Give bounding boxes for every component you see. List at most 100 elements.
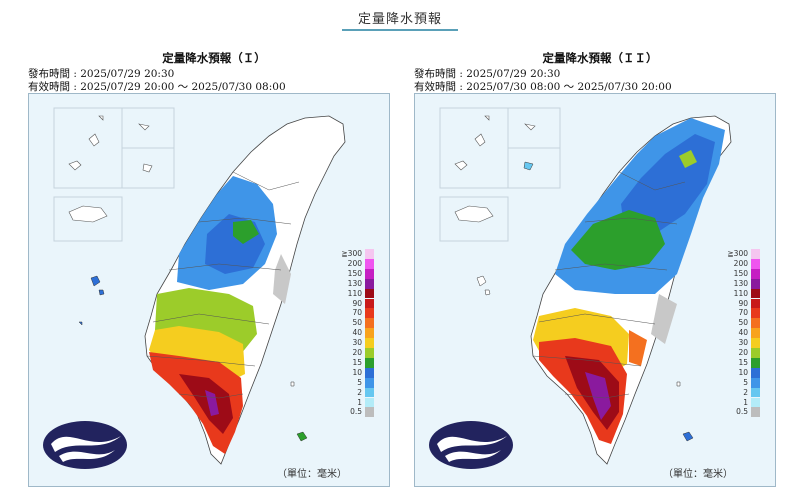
zone-15mm — [571, 210, 665, 270]
inset-boxes — [439, 107, 561, 242]
legend-swatch — [751, 288, 760, 299]
legend-label: 50 — [352, 318, 362, 328]
legend-label: 150 — [347, 268, 362, 278]
rainfall-map: ≧300 200 150 130 110 90 70 50 40 30 20 15 10 5 2 1 0.5 （… — [28, 93, 390, 487]
legend-swatch — [365, 357, 374, 368]
legend-swatch — [365, 298, 374, 309]
legend-swatch — [751, 357, 760, 368]
forecast-panel-2: 定量降水預報（ＩＩ） 發布時間 : 2025/07/29 20:30 有效時間 … — [414, 42, 786, 487]
legend-label: 70 — [738, 308, 748, 318]
county-borders — [532, 171, 686, 399]
legend-label: 20 — [352, 348, 362, 357]
legend-label: ≧300 — [341, 249, 362, 258]
legend-label: 30 — [352, 338, 362, 348]
matsu-island — [523, 161, 534, 171]
inset-islands — [454, 115, 536, 223]
lanyu-island — [296, 431, 308, 442]
cwa-logo — [429, 421, 513, 469]
panel-title: 定量降水預報（ＩＩ） — [542, 51, 658, 65]
panel-title: 定量降水預報（Ｉ） — [162, 51, 266, 65]
legend-swatch — [751, 328, 760, 339]
valid-time: 有效時間 : 2025/07/30 08:00 ～ 2025/07/30 20:… — [414, 81, 672, 93]
legend-swatch — [365, 268, 374, 279]
unit-label: （單位：毫米） — [277, 469, 347, 480]
legend-swatch — [751, 377, 760, 388]
county-borders — [146, 171, 300, 399]
legend-swatch — [365, 338, 374, 348]
legend-swatch — [751, 268, 760, 279]
legend-label: 1 — [357, 397, 362, 407]
penghu-islands — [476, 275, 491, 296]
green-island — [290, 381, 295, 387]
taiwan-land — [144, 115, 346, 465]
legend-label: 70 — [352, 308, 362, 318]
legend-label: 5 — [743, 377, 748, 387]
legend-swatch — [365, 397, 374, 408]
legend-swatch — [751, 397, 760, 408]
legend-label: ≧300 — [727, 249, 748, 258]
legend-swatch — [365, 278, 374, 289]
legend-swatch — [751, 318, 760, 329]
legend-swatch — [751, 407, 760, 418]
penghu-islands — [78, 275, 105, 326]
issue-time: 發布時間 : 2025/07/29 20:30 — [414, 68, 561, 80]
legend-label: 0.5 — [736, 407, 748, 417]
legend-swatch — [365, 258, 374, 269]
zone-110mm — [179, 374, 233, 434]
legend-label: 200 — [733, 258, 748, 268]
zone-130mm — [205, 390, 219, 416]
issue-time: 發布時間 : 2025/07/29 20:30 — [28, 68, 175, 80]
legend-label: 30 — [738, 338, 748, 348]
zone-20mm — [679, 150, 697, 168]
legend-label: 2 — [357, 387, 362, 397]
legend-label: 40 — [352, 328, 362, 338]
legend-swatch — [365, 348, 374, 358]
legend-swatch — [751, 348, 760, 358]
taiwan-rain-map — [43, 107, 346, 469]
legend-label: 10 — [352, 367, 362, 377]
inset-boxes — [53, 107, 175, 242]
zone-low — [273, 254, 291, 304]
forecast-panel-1: 定量降水預報（Ｉ） 發布時間 : 2025/07/29 20:30 有效時間 :… — [28, 42, 400, 487]
legend-label: 20 — [738, 348, 748, 357]
legend-swatch — [365, 308, 374, 319]
lanyu-island — [682, 431, 694, 442]
legend-swatch — [365, 407, 374, 418]
legend-label: 0.5 — [350, 407, 362, 417]
legend-label: 2 — [743, 387, 748, 397]
title-underline — [342, 29, 458, 31]
legend-label: 90 — [352, 298, 362, 308]
legend-label: 130 — [733, 278, 748, 288]
legend-label: 150 — [733, 268, 748, 278]
page-title: 定量降水預報 — [357, 12, 442, 27]
legend-label: 50 — [738, 318, 748, 328]
legend-label: 15 — [738, 357, 748, 367]
legend-swatch — [751, 258, 760, 269]
legend-swatch — [751, 367, 760, 378]
inset-islands — [68, 115, 153, 223]
legend-swatch — [365, 328, 374, 339]
legend-label: 110 — [733, 288, 748, 298]
zone-50mm — [629, 330, 647, 366]
legend-label: 200 — [347, 258, 362, 268]
page-header: 定量降水預報 — [0, 0, 800, 32]
legend-swatch — [365, 318, 374, 329]
legend-swatch — [365, 249, 374, 259]
zone-low — [651, 294, 677, 344]
zone-130mm — [585, 372, 611, 420]
legend-swatch — [751, 298, 760, 309]
legend-label: 90 — [738, 298, 748, 308]
legend-swatch — [751, 338, 760, 348]
legend-label: 1 — [743, 397, 748, 407]
cwa-logo — [43, 421, 127, 469]
legend-swatch — [365, 367, 374, 378]
zone-15mm — [233, 220, 259, 244]
legend-swatch — [751, 249, 760, 259]
legend-label: 110 — [347, 288, 362, 298]
taiwan-rain-map — [429, 107, 732, 469]
legend-swatch — [751, 308, 760, 319]
green-island — [676, 381, 681, 387]
legend-label: 5 — [357, 377, 362, 387]
unit-label: （單位：毫米） — [663, 469, 733, 480]
legend-swatch — [751, 387, 760, 398]
